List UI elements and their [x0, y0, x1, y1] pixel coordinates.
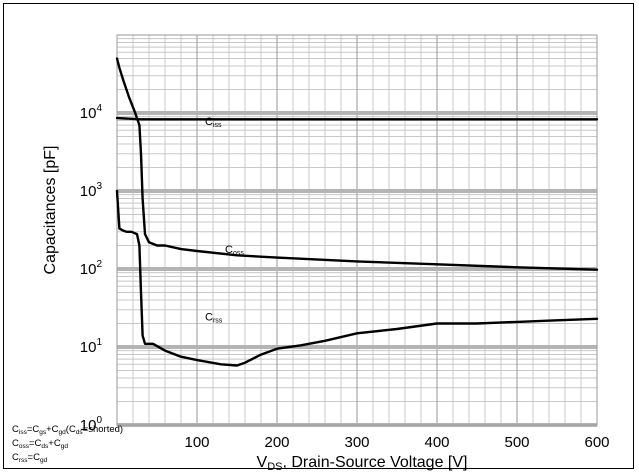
y-tick-label: 100 [80, 415, 103, 434]
y-tick-label: 102 [80, 259, 103, 278]
y-tick-label: 103 [80, 181, 103, 200]
series-line-ciss [115, 116, 599, 121]
series-label-crss: Crss [205, 311, 223, 324]
legend-definition-line: Coss=Cds+Cgd [12, 438, 68, 450]
x-tick-label: 500 [504, 434, 529, 451]
x-tick-label: 600 [584, 434, 609, 451]
legend-definition-line: Crss=Cgd [12, 452, 48, 464]
y-tick-label: 101 [80, 337, 103, 356]
series-label-coss: Coss [225, 244, 244, 257]
y-tick-label: 104 [80, 103, 103, 122]
series-label-ciss: Ciss [205, 116, 222, 129]
x-tick-label: 100 [184, 434, 209, 451]
y-axis-label: Capacitances [pF] [42, 146, 59, 275]
series-line-crss [115, 189, 599, 367]
x-tick-label: 200 [264, 434, 289, 451]
x-axis-label: VDS, Drain-Source Voltage [V] [257, 454, 468, 473]
x-tick-label: 400 [424, 434, 449, 451]
series-line-coss [115, 57, 599, 271]
legend-definition-line: Ciss=Cgs+Cgd(Cds=shorted) [12, 424, 123, 436]
plot-border [116, 34, 598, 426]
x-tick-label: 300 [344, 434, 369, 451]
